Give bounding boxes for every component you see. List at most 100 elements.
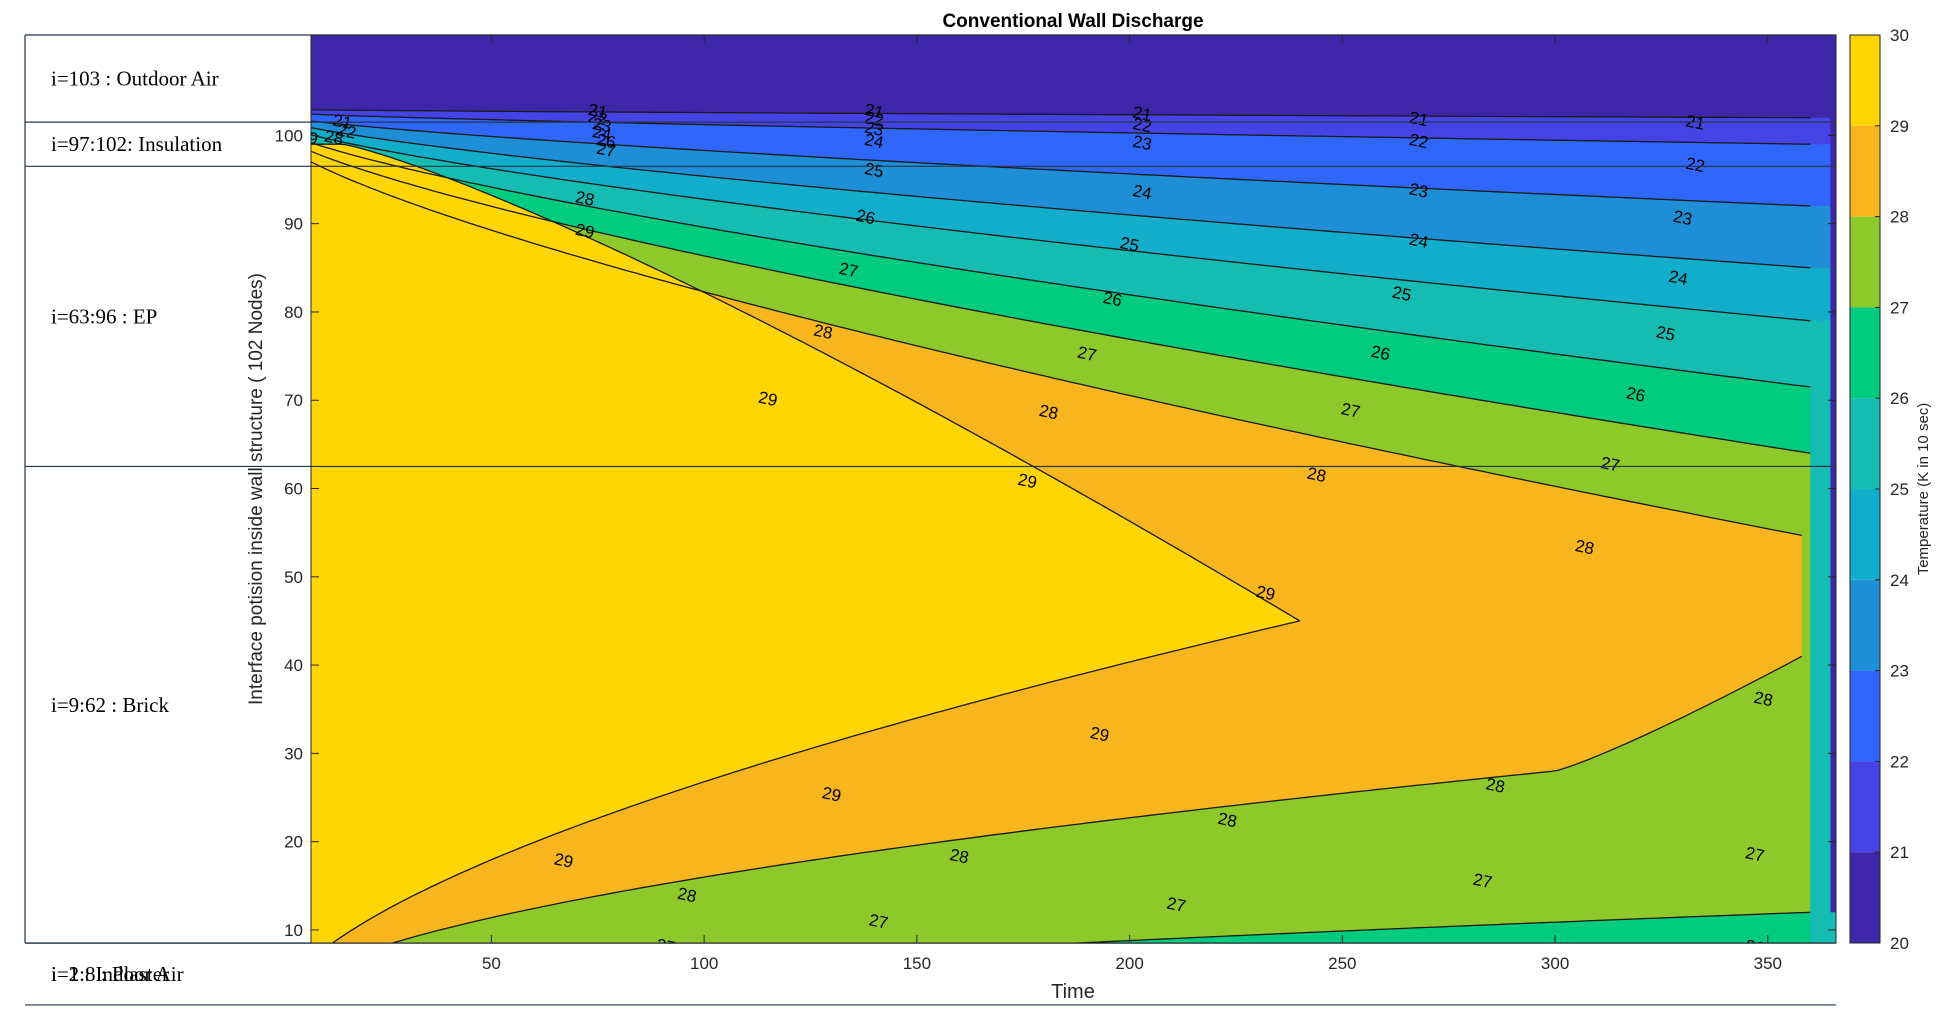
colorbar-segment-29 [1850,35,1880,126]
svg-text:27: 27 [837,259,859,282]
x-tick-label: 150 [903,954,931,973]
y-tick-label: 10 [284,921,303,940]
contour-label-30: 30 [272,946,294,969]
svg-text:27: 27 [382,977,404,1000]
contour-label-29: 29 [574,220,596,243]
contour-label-28: 28 [948,845,970,868]
contour-label-29: 29 [757,388,779,411]
contour-label-27: 27 [595,139,617,162]
y-axis-label: Interface potision inside wall structure… [246,273,267,705]
svg-text:27: 27 [595,139,617,162]
x-tick-label: 250 [1328,954,1356,973]
svg-text:26: 26 [1471,946,1493,969]
contour-labels: 2122282930303030212223242627212223242526… [272,100,1775,1012]
y-tick-label: 50 [284,568,303,587]
svg-text:21: 21 [863,100,885,123]
svg-text:23: 23 [1671,207,1693,230]
svg-text:28: 28 [812,321,834,344]
layer-label: i=97:102: Insulation [51,132,223,156]
colorbar-segment-27 [1850,216,1880,308]
y-tick-label: 20 [284,833,303,852]
contour-label-23: 23 [591,114,613,137]
contour-label-28: 28 [323,126,345,149]
contour-label-24: 24 [1667,267,1689,290]
x-tick-label: 100 [690,954,718,973]
y-tick-label: 30 [284,744,303,763]
colorbar-tick-label: 29 [1890,117,1909,136]
svg-text:21: 21 [586,100,608,123]
colorbar-label: Temperature (K in 10 sec) [1915,403,1932,576]
contour-label-28: 28 [1752,688,1774,711]
contour-label-26: 26 [655,973,677,996]
contour-fills [311,35,1836,943]
svg-text:29: 29 [1088,723,1110,746]
colorbar-tick-label: 28 [1890,208,1909,227]
contour-label-22: 22 [1684,154,1706,177]
x-tick-label: 350 [1754,954,1782,973]
contour-label-26: 26 [1101,288,1123,311]
contour-label-22: 22 [335,120,357,143]
svg-text:26: 26 [854,206,876,229]
svg-text:28: 28 [1484,774,1506,797]
svg-text:23: 23 [1408,179,1430,202]
contour-label-23: 23 [1408,179,1430,202]
svg-text:25: 25 [863,159,885,182]
colorbar-segment-24 [1850,489,1880,580]
colorbar-tick-label: 22 [1890,752,1909,771]
svg-text:22: 22 [335,120,357,143]
contour-label-26: 26 [382,996,404,1012]
svg-text:29: 29 [574,220,596,243]
contour-label-21: 21 [863,100,885,123]
svg-text:26: 26 [655,973,677,996]
colorbar-tick-label: 21 [1890,843,1909,862]
svg-text:24: 24 [863,130,885,153]
svg-text:29: 29 [820,783,842,806]
contour-label-28: 28 [812,321,834,344]
colorbar-segment-21 [1850,761,1880,853]
svg-text:28: 28 [1216,809,1238,832]
contour-label-28: 28 [408,944,430,967]
svg-text:27: 27 [655,935,677,958]
svg-text:22: 22 [586,107,608,130]
contour-label-27: 27 [1076,343,1098,366]
layer-labels: i=103 : Outdoor Air i=97:102: Insulation i… [51,67,223,986]
y-tick-label: 70 [284,391,303,410]
svg-text:26: 26 [595,130,617,153]
svg-text:29: 29 [1254,582,1276,605]
svg-text:22: 22 [1131,114,1153,137]
y-tick-label: 80 [284,303,303,322]
y-tick-label: 40 [284,656,303,675]
contour-label-29: 29 [552,849,574,872]
x-axis-ticks: 50 100 150 200 250 300 350 [482,35,1782,973]
layer-label: i=1 : Indoor Air [51,962,184,986]
contour-label-29: 29 [1016,470,1038,493]
y-axis-ticks: 10 20 30 40 50 60 70 80 90 100 [275,126,1836,940]
svg-text:23: 23 [591,114,613,137]
colorbar-tick-label: 27 [1890,298,1909,317]
svg-text:28: 28 [408,944,430,967]
contour-label-28: 28 [1037,401,1059,424]
contour-label-26: 26 [595,130,617,153]
svg-text:22: 22 [863,108,885,131]
svg-text:24: 24 [1667,267,1689,290]
contour-label-22: 22 [1131,114,1153,137]
colorbar-segment-26 [1850,307,1880,399]
colorbar-tick-label: 25 [1890,480,1909,499]
svg-text:27: 27 [1165,894,1187,917]
y-tick-label: 60 [284,480,303,499]
contour-label-25: 25 [863,159,885,182]
svg-text:26: 26 [1203,952,1225,975]
y-tick-label: 90 [284,215,303,234]
contour-label-27: 27 [1744,843,1766,866]
svg-text:21: 21 [1131,103,1153,126]
svg-text:26: 26 [1101,288,1123,311]
layer-label: i=9:62 : Brick [51,693,170,717]
colorbar-tick-label: 23 [1890,662,1909,681]
contour-label-21: 21 [1131,103,1153,126]
svg-text:28: 28 [676,884,698,907]
contour-label-25: 25 [1118,233,1140,256]
contour-label-27: 27 [655,935,677,958]
contour-label-22: 22 [586,107,608,130]
svg-text:28: 28 [1573,536,1595,559]
svg-text:26: 26 [1369,342,1391,365]
